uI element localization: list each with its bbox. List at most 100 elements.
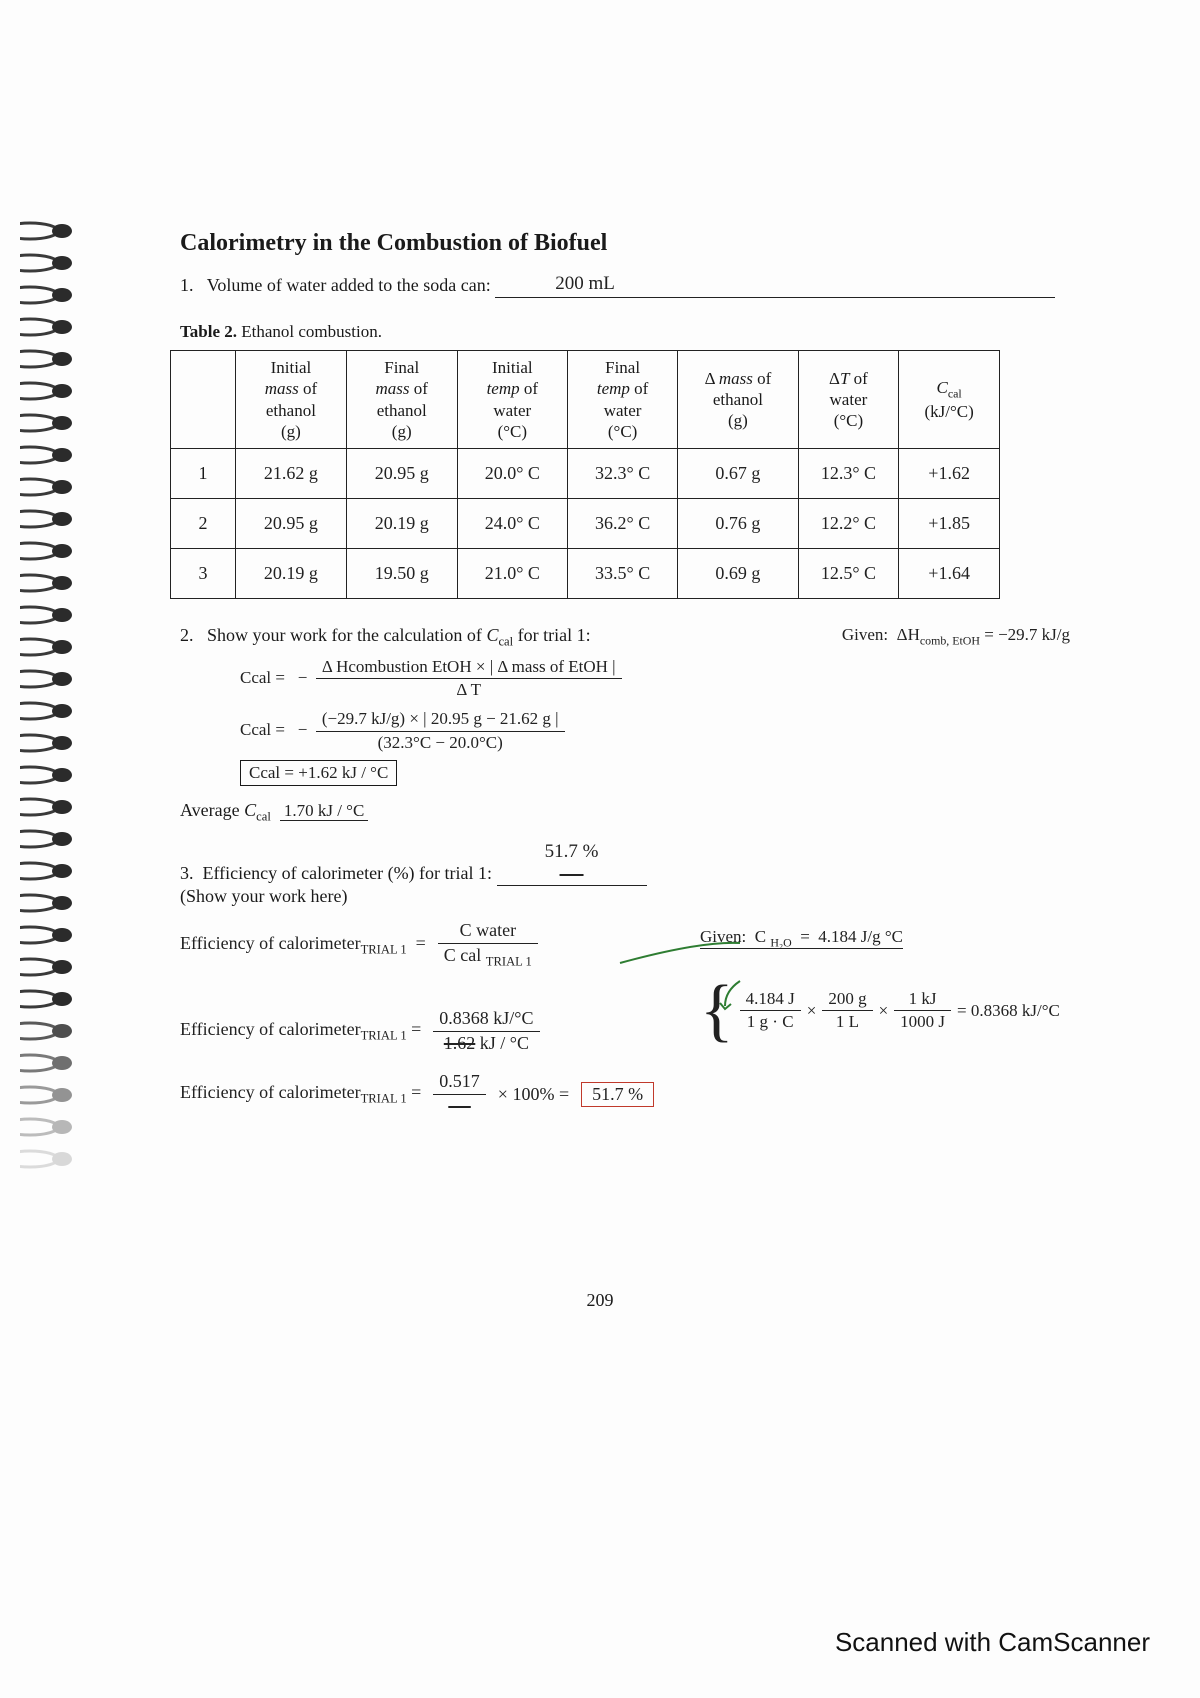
q3-row2-lhs: Efficiency of calorimeterTRIAL 1 =	[180, 1019, 421, 1044]
q2-plug: Ccal = − (−29.7 kJ/g) × | 20.95 g − 21.6…	[240, 710, 1060, 752]
question-1: 1. Volume of water added to the soda can…	[180, 275, 1060, 298]
q3-given: Given: C H₂O = 4.184 J/g °C	[700, 927, 1060, 950]
cell: 12.5° C	[798, 549, 899, 599]
q3-answer: 51.7 %	[497, 841, 647, 886]
q3-row1-num: C water	[438, 921, 538, 944]
col-ccal: Ccal(kJ/°C)	[899, 351, 1000, 449]
cw-num3: 1 kJ	[894, 990, 951, 1012]
cell: 36.2° C	[567, 499, 677, 549]
q3-row3-val: 0.517	[433, 1072, 486, 1095]
q3-row2-frac: 0.8368 kJ/°C 1.62 kJ / °C	[433, 1009, 539, 1054]
cell: 12.2° C	[798, 499, 899, 549]
q3-row3-scratch	[433, 1095, 486, 1117]
cw-den: 1 g · C	[740, 1011, 801, 1032]
q2-lhs2: Ccal =	[240, 720, 285, 739]
q1-text: Volume of water added to the soda can:	[207, 275, 491, 295]
q3-row2-den: 1.62 kJ / °C	[433, 1032, 539, 1054]
col-mf: Finalmass ofethanol(g)	[346, 351, 457, 449]
cell: 0.67 g	[678, 449, 798, 499]
q2-formula: Ccal = − Δ Hcombustion EtOH × | Δ mass o…	[240, 658, 1060, 700]
table-caption-rest: Ethanol combustion.	[237, 322, 382, 341]
q2-neg2: −	[298, 720, 308, 739]
cell: 20.95 g	[236, 499, 347, 549]
table-row: 3 20.19 g 19.50 g 21.0° C 33.5° C 0.69 g…	[171, 549, 1000, 599]
cw-f3: 1 kJ 1000 J	[894, 990, 951, 1032]
question-2: 2. Show your work for the calculation of…	[180, 625, 1060, 650]
cell: 0.69 g	[678, 549, 798, 599]
avg-label: Average Ccal	[180, 800, 271, 820]
q3-row1-den: C cal TRIAL 1	[438, 944, 538, 969]
cell: +1.85	[899, 499, 1000, 549]
content-area: Calorimetry in the Combustion of Biofuel…	[180, 230, 1060, 1116]
cell: +1.64	[899, 549, 1000, 599]
cell: 0.76 g	[678, 499, 798, 549]
cell: 20.19 g	[346, 499, 457, 549]
times-1: ×	[807, 1001, 817, 1021]
table-caption: Table 2. Ethanol combustion.	[180, 322, 1060, 342]
q3-row3-lhs: Efficiency of calorimeterTRIAL 1 =	[180, 1082, 421, 1107]
cell: +1.62	[899, 449, 1000, 499]
cell: 20.19 g	[236, 549, 347, 599]
cw-f1: 4.184 J 1 g · C	[740, 990, 801, 1032]
page: // placeholder — coils rendered below st…	[0, 0, 1200, 1698]
q3-row3-ans-box: 51.7 %	[581, 1082, 654, 1107]
col-dm: Δ mass ofethanol(g)	[678, 351, 798, 449]
table-row: 1 21.62 g 20.95 g 20.0° C 32.3° C 0.67 g…	[171, 449, 1000, 499]
q2-formula-num: Δ Hcombustion EtOH × | Δ mass of EtOH |	[316, 658, 622, 680]
col-trial	[171, 351, 236, 449]
table-caption-bold: Table 2.	[180, 322, 237, 341]
spiral-binding-coils	[0, 220, 120, 1180]
q2-result-box: Ccal = +1.62 kJ / °C	[240, 760, 397, 786]
q2-result-row: Ccal = +1.62 kJ / °C	[240, 760, 1060, 786]
cell: 20.95 g	[346, 449, 457, 499]
cw-num: 4.184 J	[740, 990, 801, 1012]
question-3: 3. Efficiency of calorimeter (%) for tri…	[180, 841, 1060, 907]
cell-trial: 2	[171, 499, 236, 549]
q2-plug-frac: (−29.7 kJ/g) × | 20.95 g − 21.62 g | (32…	[316, 710, 565, 752]
scanner-watermark: Scanned with CamScanner	[835, 1627, 1150, 1658]
cell: 32.3° C	[567, 449, 677, 499]
cwater-calc: { 4.184 J 1 g · C × 200 g 1 L × 1 kJ 100…	[700, 981, 1060, 1041]
q3-prompt: Efficiency of calorimeter (%) for trial …	[203, 863, 493, 883]
col-tf: Finaltemp ofwater(°C)	[567, 351, 677, 449]
cw-num2: 200 g	[822, 990, 872, 1012]
q3-row3-val-frac: 0.517	[433, 1072, 486, 1117]
table-header-row: Initialmass ofethanol(g) Finalmass ofeth…	[171, 351, 1000, 449]
q3-row1-lhs: Efficiency of calorimeterTRIAL 1 =	[180, 933, 426, 958]
q3-scratch	[560, 868, 584, 882]
q2-plug-num: (−29.7 kJ/g) × | 20.95 g − 21.62 g |	[316, 710, 565, 732]
times-2: ×	[879, 1001, 889, 1021]
q1-blank: 200 mL	[495, 275, 1055, 298]
page-title: Calorimetry in the Combustion of Biofuel	[180, 230, 1060, 257]
table-row: 2 20.95 g 20.19 g 24.0° C 36.2° C 0.76 g…	[171, 499, 1000, 549]
cw-f2: 200 g 1 L	[822, 990, 872, 1032]
cell: 12.3° C	[798, 449, 899, 499]
col-ti: Initialtemp ofwater(°C)	[457, 351, 567, 449]
q3-number: 3.	[180, 863, 194, 883]
q2-lhs: Ccal =	[240, 668, 285, 687]
q3-row3-mid: × 100% =	[498, 1084, 569, 1105]
cell-trial: 1	[171, 449, 236, 499]
q2-given: Given: ΔHcomb, EtOH = −29.7 kJ/g	[842, 625, 1070, 648]
q2-plug-den: (32.3°C − 20.0°C)	[316, 732, 565, 753]
average-line: Average Ccal 1.70 kJ / °C	[180, 800, 1060, 825]
q2-formula-den: Δ T	[316, 679, 622, 700]
q1-answer: 200 mL	[555, 273, 615, 294]
q3-work: Given: C H₂O = 4.184 J/g °C Efficiency o…	[180, 921, 1060, 1116]
cell: 20.0° C	[457, 449, 567, 499]
cw-den2: 1 L	[822, 1011, 872, 1032]
q3-row3: Efficiency of calorimeterTRIAL 1 = 0.517…	[180, 1072, 1060, 1117]
data-table: Initialmass ofethanol(g) Finalmass ofeth…	[170, 350, 1000, 599]
avg-value: 1.70 kJ / °C	[280, 801, 368, 821]
cell-trial: 3	[171, 549, 236, 599]
q1-number: 1.	[180, 275, 194, 295]
q3-row3-ans: 51.7 %	[592, 1084, 643, 1104]
q3-row1-frac: C water C cal TRIAL 1	[438, 921, 538, 969]
q2-neg: −	[298, 668, 308, 687]
q2-formula-frac: Δ Hcombustion EtOH × | Δ mass of EtOH | …	[316, 658, 622, 700]
cw-den3: 1000 J	[894, 1011, 951, 1032]
cell: 24.0° C	[457, 499, 567, 549]
table-body: 1 21.62 g 20.95 g 20.0° C 32.3° C 0.67 g…	[171, 449, 1000, 599]
brace-icon: {	[700, 981, 734, 1041]
q2-prompt: Show your work for the calculation of Cc…	[207, 625, 591, 645]
